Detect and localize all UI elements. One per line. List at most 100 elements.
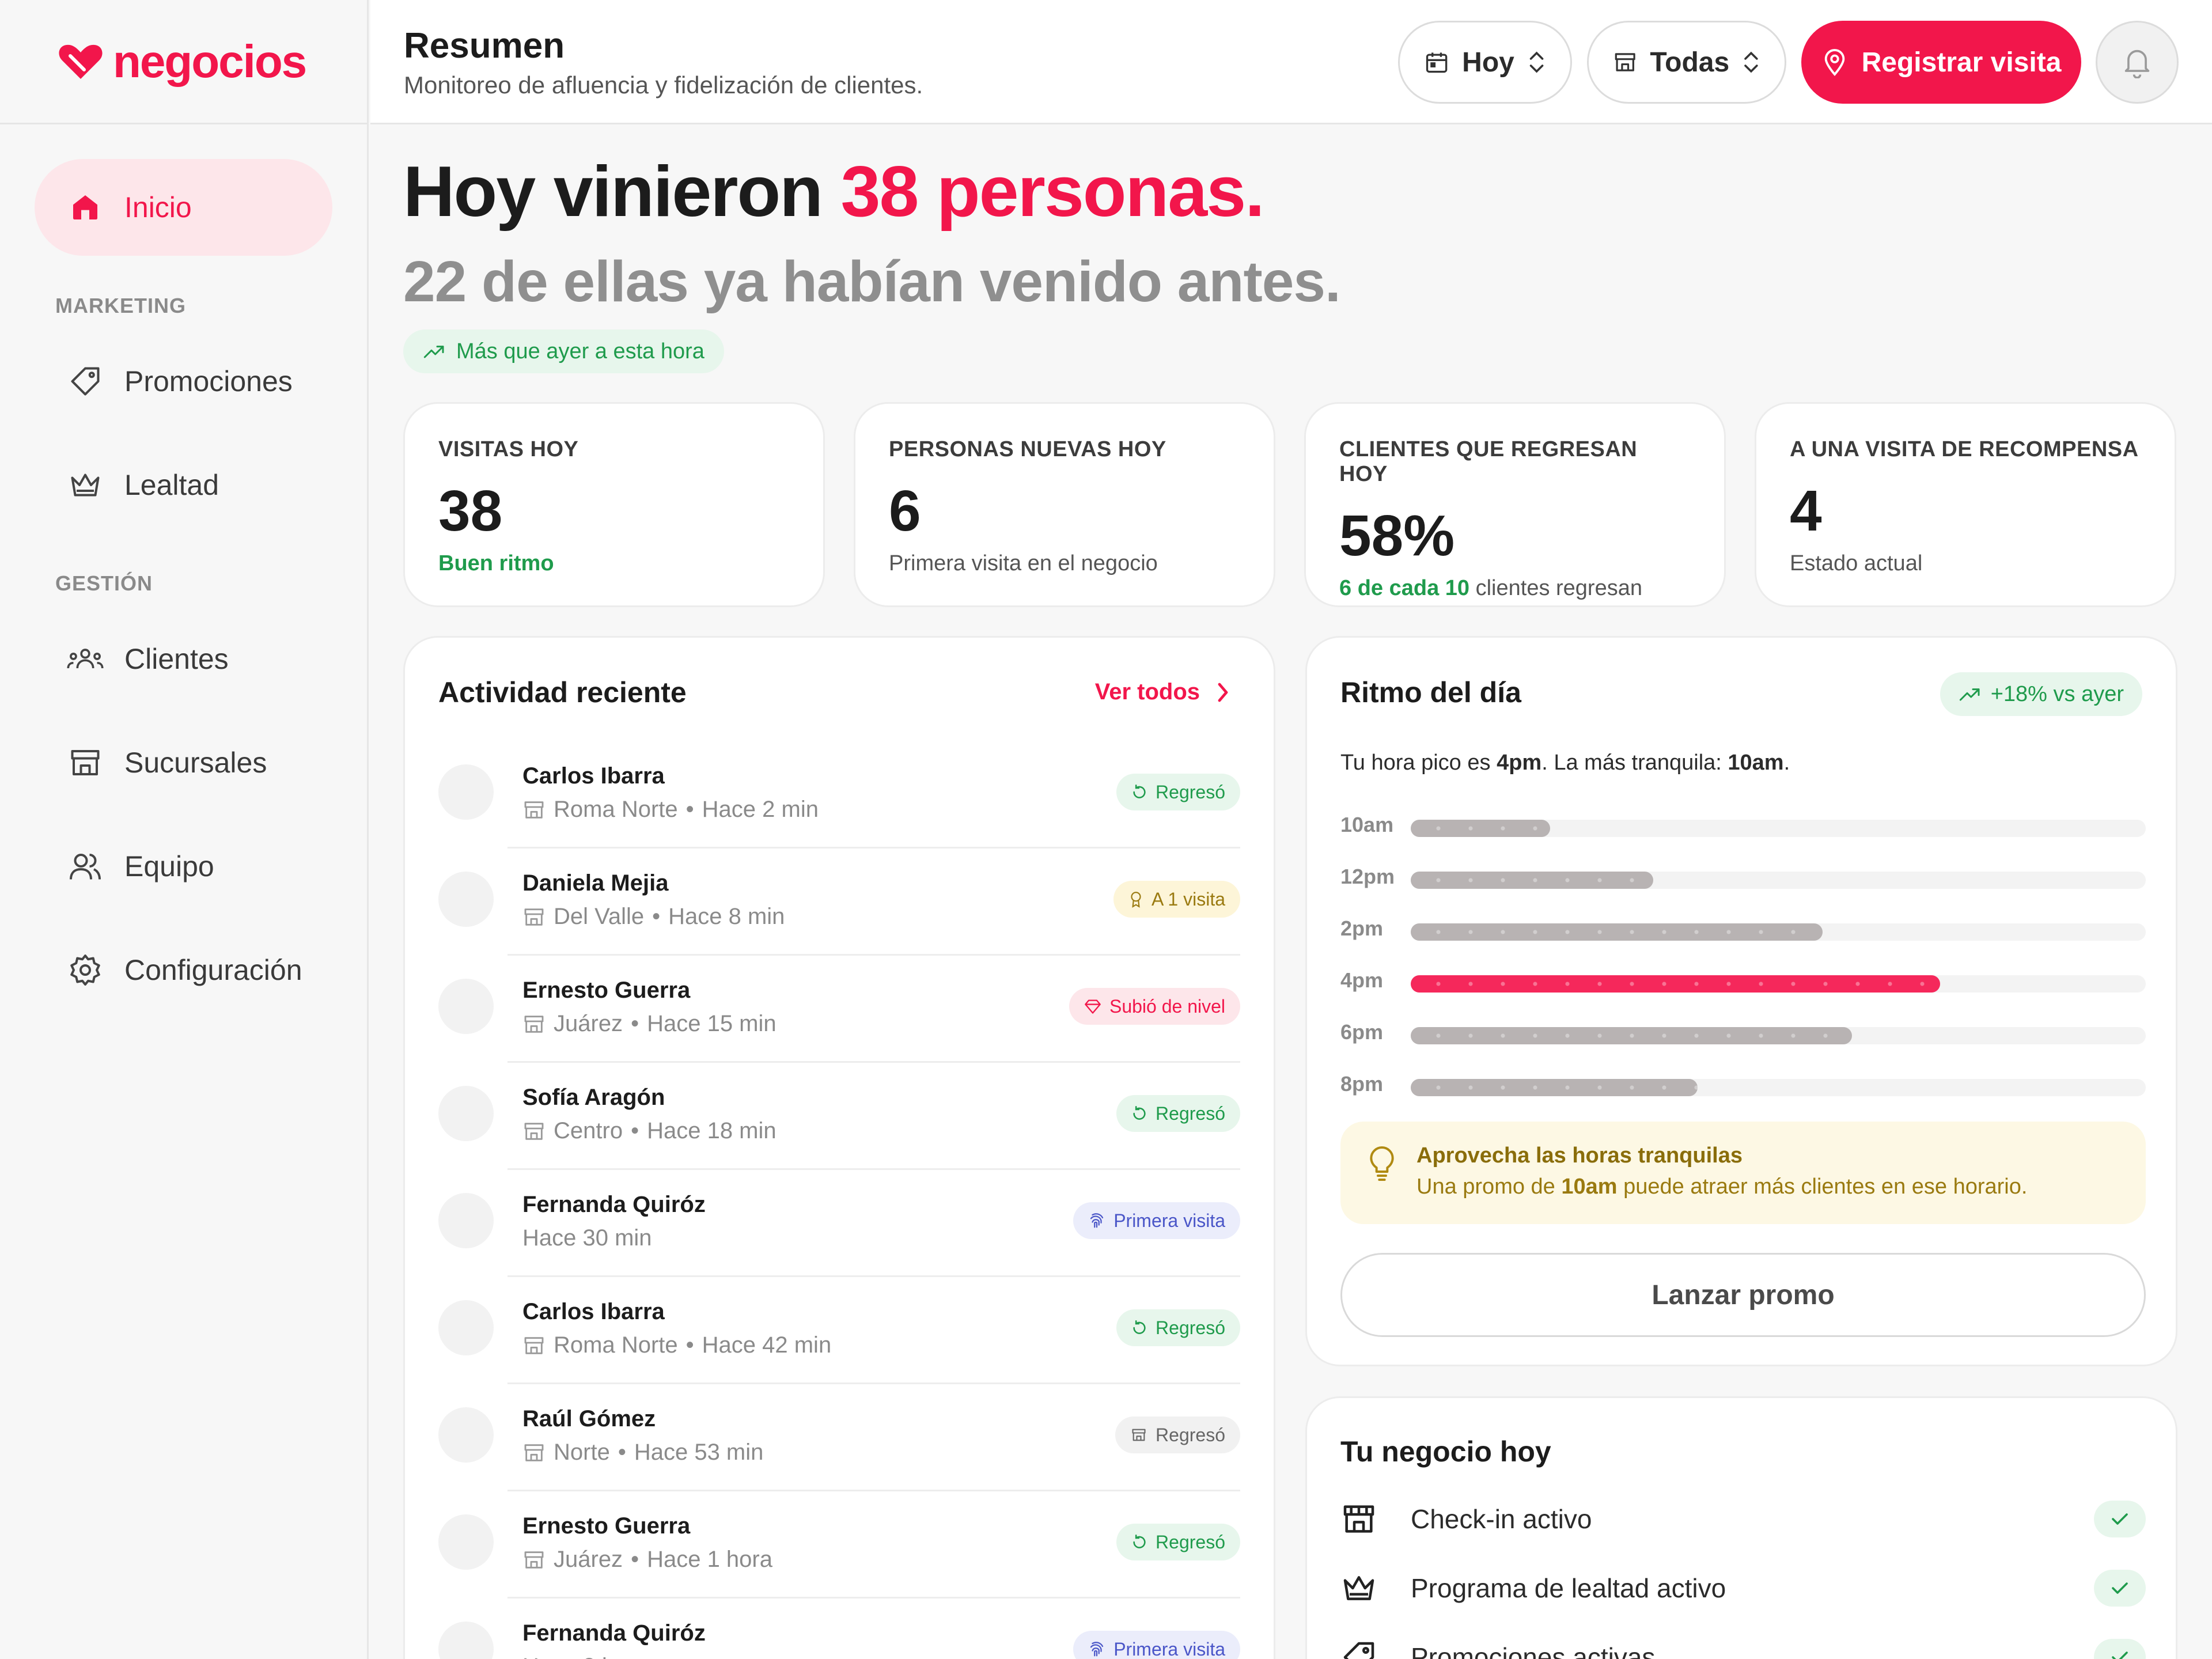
business-item-promotions: Promociones activas — [1340, 1628, 2146, 1659]
status-badge: Primera visita — [1073, 1631, 1240, 1659]
check-badge — [2094, 1639, 2146, 1659]
day-rhythm-card: Ritmo del día +18% vs ayer Tu hora pico … — [1305, 636, 2177, 1366]
rhythm-quiet-hour: 10am — [1728, 751, 1784, 775]
store-icon — [67, 744, 104, 781]
avatar — [438, 1300, 494, 1355]
hour-label: 10am — [1340, 813, 1394, 836]
hero-headline: Hoy vinieron 38 personas. — [403, 151, 1265, 233]
badge-label: Regresó — [1156, 1531, 1225, 1552]
hour-bar-row: 10am — [1340, 807, 2146, 859]
rhythm-desc-c: . — [1783, 751, 1790, 775]
date-filter-select[interactable]: Hoy — [1398, 21, 1572, 104]
branch-filter-select[interactable]: Todas — [1587, 21, 1786, 104]
stat-value: 38 — [438, 479, 503, 543]
activity-row[interactable]: Carlos Ibarra Roma Norte • Hace 2 min Regres… — [405, 741, 1274, 849]
activity-row[interactable]: Daniela Mejia Del Valle • Hace 8 min A 1 vis… — [405, 849, 1274, 956]
dot-separator: • — [685, 1332, 694, 1358]
branch-name: Roma Norte — [554, 1332, 678, 1358]
activity-time: Hace 8 min — [668, 904, 785, 929]
activity-time: Hace 1 hora — [647, 1547, 772, 1572]
business-item-label: Check-in activo — [1411, 1504, 1592, 1534]
activity-row[interactable]: Fernanda Quiróz Hace 30 min Primera visita — [405, 1170, 1274, 1277]
activity-row[interactable]: Ernesto Guerra Juárez • Hace 15 min Subió de… — [405, 956, 1274, 1063]
see-all-link[interactable]: Ver todos — [1095, 679, 1230, 705]
tip-title: Aprovecha las horas tranquilas — [1416, 1143, 1743, 1168]
branch-name: Juárez — [554, 1011, 623, 1036]
check-icon — [2112, 1582, 2128, 1594]
hour-bar-fill — [1411, 1027, 1852, 1044]
status-badge: Regresó — [1116, 774, 1240, 810]
users-group-icon — [67, 641, 104, 677]
nav-item-branches[interactable]: Sucursales — [35, 714, 332, 811]
hour-bar-row: 12pm — [1340, 859, 2146, 911]
nav-item-promotions[interactable]: Promociones — [35, 333, 332, 430]
business-item-label: Programa de lealtad activo — [1411, 1573, 1726, 1603]
branch-name: Centro — [554, 1118, 623, 1143]
location-pin-icon — [1824, 49, 1844, 76]
avatar — [438, 1086, 494, 1141]
nav-item-settings[interactable]: Configuración — [35, 922, 332, 1018]
lightbulb-icon — [1370, 1146, 1394, 1181]
badge-label: A 1 visita — [1151, 888, 1225, 910]
row-divider — [507, 1382, 1240, 1384]
hour-bar-fill — [1411, 975, 1940, 993]
hour-bar-track — [1411, 820, 2146, 837]
gear-icon — [67, 952, 104, 988]
badge-icon — [1131, 1534, 1147, 1550]
store-icon — [522, 1013, 546, 1036]
activity-meta: Centro • Hace 18 min — [522, 1118, 777, 1144]
chevron-updown-icon — [1744, 51, 1758, 73]
row-divider — [507, 1597, 1240, 1599]
nav-item-loyalty[interactable]: Lealtad — [35, 437, 332, 533]
badge-icon — [1128, 891, 1143, 908]
heart-logo-icon — [59, 44, 103, 79]
stat-note: Primera visita en el negocio — [889, 551, 1158, 575]
nav-item-home[interactable]: Inicio — [35, 159, 332, 256]
nav-item-clients[interactable]: Clientes — [35, 611, 332, 707]
tip-text-b: puede atraer más clientes en ese horario… — [1617, 1175, 2028, 1199]
register-visit-button[interactable]: Registrar visita — [1801, 21, 2081, 104]
hour-bar-row: 2pm — [1340, 911, 2146, 963]
hour-bar-row: 4pm — [1340, 963, 2146, 1014]
rhythm-desc-b: . La más tranquila: — [1541, 751, 1728, 775]
check-icon — [2112, 1513, 2128, 1525]
nav-item-label: Inicio — [124, 191, 192, 224]
stat-value: 58% — [1339, 503, 1455, 568]
row-divider — [507, 1275, 1240, 1277]
page-title: Resumen — [404, 26, 565, 66]
hour-bar-fill — [1411, 820, 1551, 837]
client-name: Ernesto Guerra — [522, 978, 691, 1003]
tip-text-strong: 10am — [1561, 1175, 1618, 1199]
status-badge: Subió de nivel — [1069, 988, 1240, 1025]
activity-row[interactable]: Fernanda Quiróz Hace 2 horas Primera visit… — [405, 1599, 1274, 1659]
client-name: Daniela Mejia — [522, 870, 669, 896]
client-name: Sofía Aragón — [522, 1085, 665, 1110]
hero-trend-badge: Más que ayer a esta hora — [403, 329, 724, 373]
stat-card-new-people: PERSONAS NUEVAS HOY 6 Primera visita en … — [854, 402, 1275, 607]
store-icon — [522, 1548, 546, 1571]
hour-bar-fill — [1411, 872, 1654, 889]
quiet-hours-tip: Aprovecha las horas tranquilas Una promo… — [1340, 1122, 2146, 1224]
activity-time: Hace 53 min — [634, 1440, 764, 1465]
rhythm-trend-text: +18% vs ayer — [1990, 681, 2124, 706]
activity-row[interactable]: Raúl Gómez Norte • Hace 53 min Regresó — [405, 1384, 1274, 1491]
nav-item-label: Lealtad — [124, 469, 219, 501]
dot-separator: • — [618, 1440, 626, 1465]
card-title: Ritmo del día — [1340, 676, 1521, 709]
tip-text-a: Una promo de — [1416, 1175, 1562, 1199]
stat-note: 6 de cada 10 clientes regresan — [1339, 576, 1691, 601]
nav-item-team[interactable]: Equipo — [35, 818, 332, 915]
badge-icon — [1131, 1320, 1147, 1336]
chevron-right-icon — [1218, 683, 1228, 702]
activity-time: Hace 18 min — [647, 1118, 777, 1143]
activity-row[interactable]: Ernesto Guerra Juárez • Hace 1 hora Regresó — [405, 1491, 1274, 1599]
client-name: Fernanda Quiróz — [522, 1620, 706, 1646]
register-visit-label: Registrar visita — [1861, 47, 2062, 78]
brand-logo[interactable]: negocios — [0, 0, 367, 124]
notifications-button[interactable] — [2096, 21, 2179, 104]
branch-name: Del Valle — [554, 904, 645, 929]
activity-row[interactable]: Sofía Aragón Centro • Hace 18 min Regresó — [405, 1063, 1274, 1170]
activity-row[interactable]: Carlos Ibarra Roma Norte • Hace 42 min Regre… — [405, 1277, 1274, 1384]
launch-promo-button[interactable]: Lanzar promo — [1340, 1253, 2146, 1337]
nav-item-label: Equipo — [124, 850, 214, 882]
